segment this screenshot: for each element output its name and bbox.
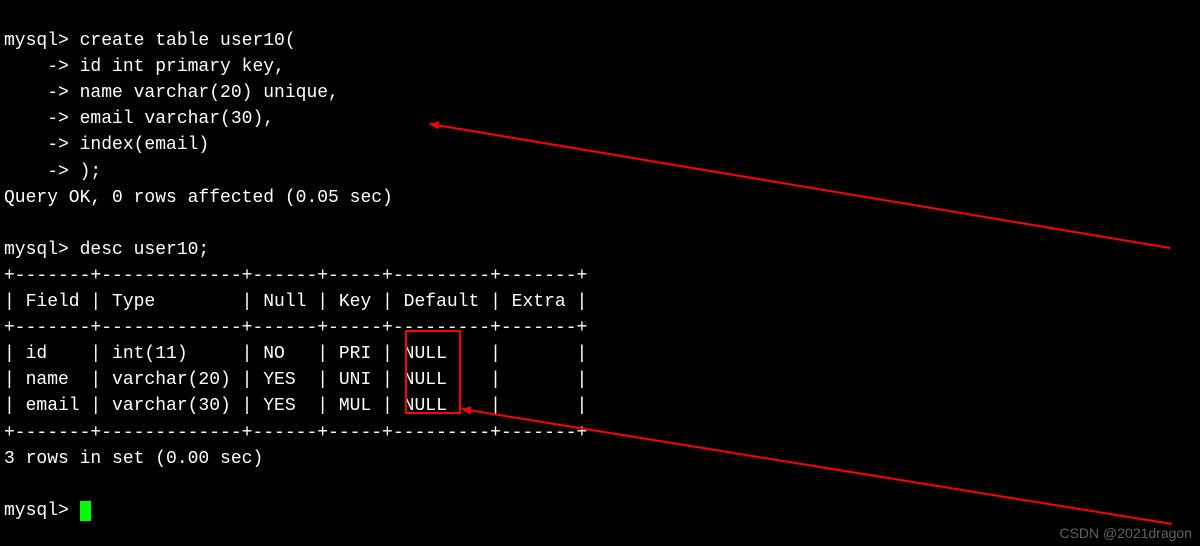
table-footer: 3 rows in set (0.00 sec) [4, 449, 263, 469]
prompt[interactable]: mysql> [4, 501, 80, 521]
sql-desc-command: mysql> desc user10; [4, 240, 209, 260]
table-row: | email | varchar(30) | YES | MUL | NULL… [4, 396, 587, 416]
terminal-output: mysql> create table user10( -> id int pr… [0, 0, 1200, 526]
table-header: | Field | Type | Null | Key | Default | … [4, 292, 587, 312]
table-row: | name | varchar(20) | YES | UNI | NULL … [4, 370, 587, 390]
sql-create-line: mysql> create table user10( [4, 31, 296, 51]
sql-create-line: -> id int primary key, [4, 57, 285, 77]
sql-create-line: -> index(email) [4, 135, 209, 155]
table-border: +-------+-------------+------+-----+----… [4, 318, 587, 338]
watermark: CSDN @2021dragon [1059, 525, 1192, 541]
sql-create-line: -> name varchar(20) unique, [4, 83, 339, 103]
table-border: +-------+-------------+------+-----+----… [4, 423, 587, 443]
sql-result: Query OK, 0 rows affected (0.05 sec) [4, 188, 393, 208]
sql-create-line: -> ); [4, 162, 101, 182]
cursor-block [80, 501, 91, 521]
table-border: +-------+-------------+------+-----+----… [4, 266, 587, 286]
table-row: | id | int(11) | NO | PRI | NULL | | [4, 344, 587, 364]
sql-create-line: -> email varchar(30), [4, 109, 274, 129]
